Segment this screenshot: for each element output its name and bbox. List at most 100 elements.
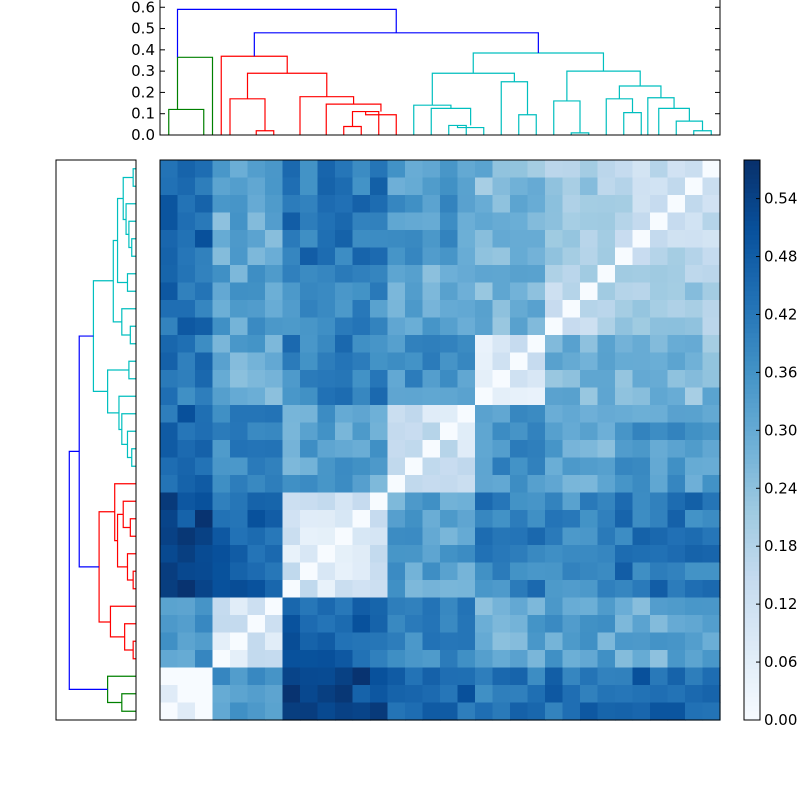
heatmap-cell <box>685 195 704 214</box>
heatmap-cell <box>667 632 686 651</box>
heatmap-cell <box>597 387 616 406</box>
colorbar-segment <box>744 608 760 614</box>
heatmap-cell <box>387 405 406 424</box>
colorbar-segment <box>744 440 760 446</box>
heatmap-cell <box>527 650 546 669</box>
heatmap-cell <box>212 160 231 179</box>
heatmap-cell <box>405 265 424 284</box>
heatmap-cell <box>387 230 406 249</box>
heatmap-cell <box>492 160 511 179</box>
heatmap-cell <box>475 650 494 669</box>
top-dendrogram-link <box>168 108 205 135</box>
heatmap-cell <box>632 247 651 266</box>
heatmap-cell <box>527 597 546 616</box>
heatmap-cell <box>492 405 511 424</box>
heatmap-cell <box>317 580 336 599</box>
heatmap-cell <box>212 212 231 231</box>
colorbar-segment <box>744 528 760 534</box>
heatmap-cell <box>527 615 546 634</box>
top-dendrogram-link <box>675 120 704 135</box>
heatmap-cell <box>422 230 441 249</box>
colorbar-segment <box>744 664 760 670</box>
heatmap-cell <box>387 387 406 406</box>
heatmap-cell <box>300 352 319 371</box>
heatmap-cell <box>230 370 249 389</box>
colorbar-segment <box>744 477 760 483</box>
heatmap-cell <box>667 160 686 179</box>
heatmap-cell <box>300 702 319 721</box>
heatmap-cell <box>702 702 721 721</box>
heatmap-cell <box>457 422 476 441</box>
heatmap-cell <box>405 702 424 721</box>
heatmap-cell <box>282 580 301 599</box>
heatmap-cell <box>492 300 511 319</box>
heatmap-cell <box>527 335 546 354</box>
heatmap-cell <box>562 650 581 669</box>
heatmap-cell <box>282 265 301 284</box>
heatmap-cell <box>300 212 319 231</box>
heatmap-cell <box>352 562 371 581</box>
heatmap-cell <box>247 667 266 686</box>
heatmap-cell <box>597 195 616 214</box>
heatmap-cell <box>492 615 511 634</box>
heatmap-cell <box>265 492 284 511</box>
heatmap-cell <box>160 492 179 511</box>
heatmap-cell <box>212 510 231 529</box>
heatmap-cell <box>545 352 564 371</box>
heatmap-cell <box>650 212 669 231</box>
heatmap-cell <box>685 352 704 371</box>
heatmap-cell <box>667 702 686 721</box>
heatmap-cell <box>405 160 424 179</box>
heatmap-cell <box>440 440 459 459</box>
heatmap-cell <box>422 457 441 476</box>
colorbar-segment <box>744 505 760 511</box>
left-dendrogram-link <box>121 413 136 445</box>
colorbar-segment <box>744 566 760 572</box>
heatmap-cell <box>300 510 319 529</box>
left-dendrogram-link <box>131 448 136 467</box>
heatmap-cell <box>265 247 284 266</box>
heatmap-cell <box>317 475 336 494</box>
heatmap-cell <box>212 545 231 564</box>
heatmap-cell <box>370 230 389 249</box>
colorbar-segment <box>744 356 760 362</box>
colorbar-segment <box>744 692 760 698</box>
heatmap-cell <box>527 492 546 511</box>
heatmap-cell <box>317 457 336 476</box>
heatmap-cell <box>317 422 336 441</box>
heatmap-cell <box>282 317 301 336</box>
heatmap-cell <box>160 212 179 231</box>
heatmap-cell <box>177 702 196 721</box>
colorbar-segment <box>744 365 760 371</box>
heatmap-cell <box>562 317 581 336</box>
heatmap-cell <box>300 475 319 494</box>
colorbar-segment <box>744 640 760 646</box>
heatmap-cell <box>510 545 529 564</box>
heatmap-cell <box>265 580 284 599</box>
heatmap-cell <box>545 527 564 546</box>
top-dendrogram-link <box>456 125 485 135</box>
top-dendrogram-link <box>618 85 662 99</box>
heatmap-cell <box>562 300 581 319</box>
heatmap-cell <box>545 580 564 599</box>
heatmap-cell <box>247 230 266 249</box>
colorbar-segment <box>744 519 760 525</box>
heatmap-cell <box>422 475 441 494</box>
colorbar-segment <box>744 323 760 329</box>
heatmap-cell <box>335 615 354 634</box>
heatmap-cell <box>212 195 231 214</box>
colorbar-segment <box>744 253 760 259</box>
heatmap-cell <box>230 352 249 371</box>
heatmap-cell <box>475 352 494 371</box>
heatmap-cell <box>160 265 179 284</box>
heatmap-cell <box>580 422 599 441</box>
heatmap-cell <box>492 510 511 529</box>
heatmap-cell <box>615 580 634 599</box>
heatmap-cell <box>282 300 301 319</box>
heatmap-cell <box>475 457 494 476</box>
heatmap-cell <box>562 615 581 634</box>
left-dendrogram-link <box>131 238 136 257</box>
heatmap-cell <box>685 475 704 494</box>
colorbar-segment <box>744 594 760 600</box>
heatmap-cell <box>685 230 704 249</box>
